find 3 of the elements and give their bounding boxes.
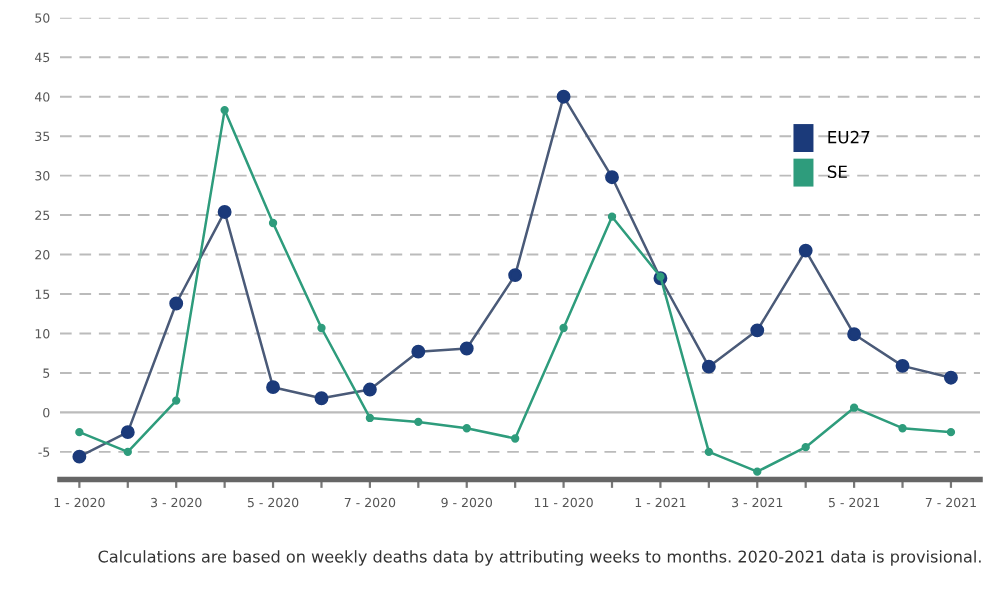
legend-label: EU27 <box>828 130 870 144</box>
text: Calculations are based on weekly deaths data by attributing weeks to months. 2020-2021 data is provisional. <box>98 550 981 566</box>
legend-label: SE <box>827 165 847 179</box>
